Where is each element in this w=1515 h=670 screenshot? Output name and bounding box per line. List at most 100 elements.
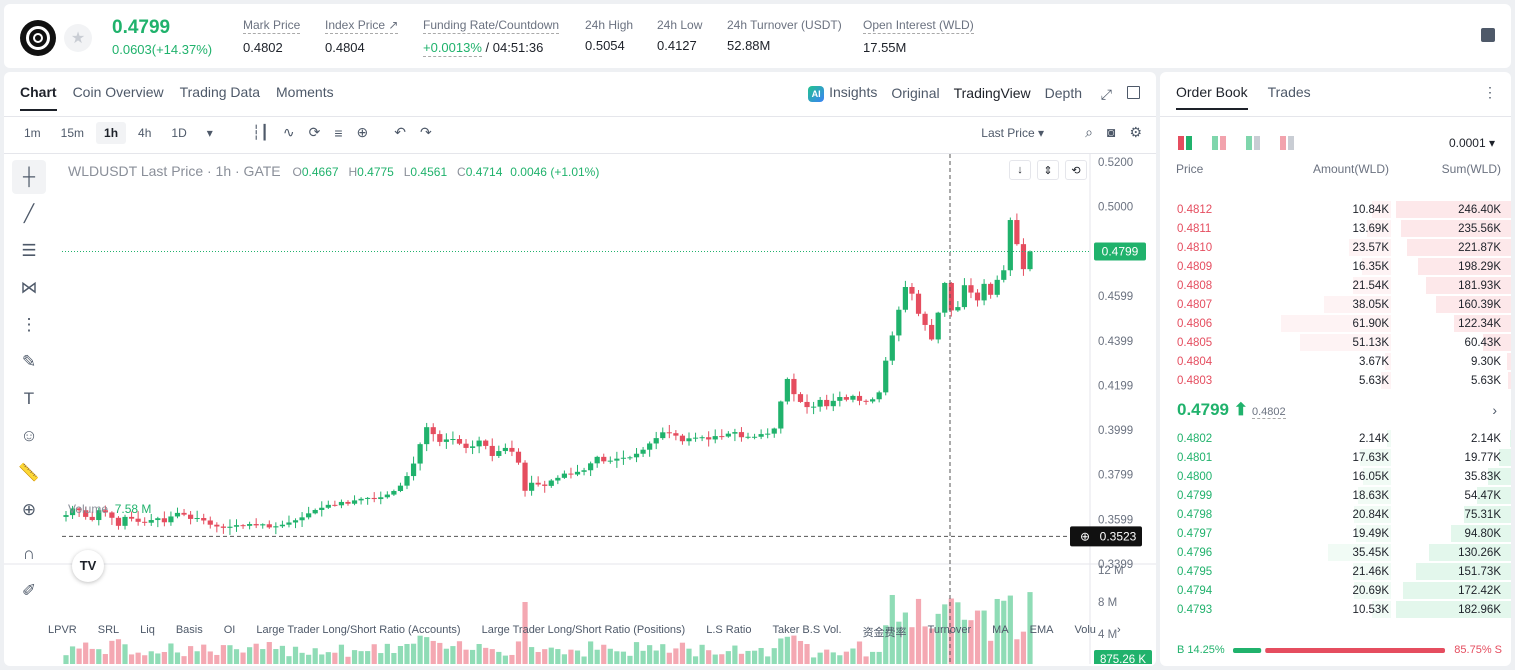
indicator-8[interactable]: Taker B.S Vol. — [772, 624, 842, 636]
indicator-7[interactable]: L.S Ratio — [706, 624, 752, 636]
bids-row[interactable]: 0.4793 10.53K 182.96K — [1160, 600, 1511, 619]
horizontal-lines-icon[interactable]: ☰ — [21, 241, 37, 260]
tab-tradingview[interactable]: TradingView — [953, 85, 1031, 101]
expand-icon[interactable]: ⤢ — [1100, 86, 1112, 102]
view-mixed-icon[interactable] — [1212, 136, 1226, 150]
asks-row[interactable]: 0.4804 3.67K 9.30K — [1160, 352, 1511, 371]
add-indicator-icon[interactable]: ⊕ — [356, 124, 369, 140]
indicator-6[interactable]: Large Trader Long/Short Ratio (Positions… — [481, 624, 686, 636]
tab-moments[interactable]: Moments — [276, 84, 334, 100]
book-icon[interactable] — [1481, 28, 1495, 42]
volume-tag — [1094, 650, 1152, 664]
bids-row[interactable]: 0.4799 18.63K 54.47K — [1160, 486, 1511, 505]
more-icon[interactable]: ⋮ — [1483, 84, 1497, 100]
asks-row[interactable]: 0.4809 16.35K 198.29K — [1160, 257, 1511, 276]
volume-bar — [515, 641, 522, 664]
indicator-1[interactable]: SRL — [97, 624, 120, 636]
last-price: 0.4799 — [112, 17, 171, 38]
brush-icon[interactable]: ✎ — [21, 352, 37, 371]
pencil-lock-icon[interactable]: ✐ — [21, 581, 37, 600]
zoom-in-icon[interactable]: ⊕ — [21, 500, 37, 519]
tab-chart[interactable]: Chart — [20, 84, 57, 111]
bids-row[interactable]: 0.4797 19.49K 94.80K — [1160, 524, 1511, 543]
bids-row[interactable]: 0.4801 17.63K 19.77K — [1160, 448, 1511, 467]
interval-15m[interactable]: 15m — [60, 126, 85, 140]
fib-icon[interactable]: ⋮ — [20, 315, 38, 334]
tab-trades[interactable]: Trades — [1267, 84, 1311, 100]
view-bids-icon[interactable] — [1246, 136, 1260, 150]
view-both-icon[interactable] — [1178, 136, 1192, 150]
interval-4h[interactable]: 4h — [138, 126, 152, 140]
gear-icon[interactable]: ⚙ — [1129, 124, 1142, 140]
price-type-select[interactable]: Last Price ▾ — [981, 126, 1044, 140]
volume-bar — [69, 646, 76, 664]
indicator-9[interactable]: 资金费率 — [862, 627, 907, 639]
asks-row[interactable]: 0.4810 23.57K 221.87K — [1160, 238, 1511, 257]
magnet-icon[interactable]: ∩ — [22, 544, 36, 563]
indicator-0[interactable]: LPVR — [48, 624, 77, 636]
asks-row[interactable]: 0.4811 13.69K 235.56K — [1160, 219, 1511, 238]
tab-original[interactable]: Original — [891, 85, 940, 101]
asks-row[interactable]: 0.4803 5.63K 5.63K — [1160, 371, 1511, 390]
bids-row[interactable]: 0.4796 35.45K 130.26K — [1160, 543, 1511, 562]
indicator-5[interactable]: Large Trader Long/Short Ratio (Accounts) — [256, 624, 461, 636]
interval-1d[interactable]: 1D — [171, 126, 187, 140]
indicator-10[interactable]: Turnover — [927, 624, 972, 636]
chevron-down-icon[interactable]: ▾ — [206, 126, 213, 140]
chevron-right-icon[interactable]: › — [1116, 624, 1121, 636]
bids-row[interactable]: 0.4800 16.05K 35.83K — [1160, 467, 1511, 486]
redo-icon[interactable]: ↷ — [419, 124, 432, 140]
collapse-icon[interactable]: ⇕ — [1037, 160, 1059, 180]
y-tick-label: 0.4599 — [1098, 291, 1133, 303]
ruler-icon[interactable]: 📏 — [18, 463, 40, 482]
arrow-down-icon[interactable]: ↓ — [1009, 160, 1031, 180]
bids-row[interactable]: 0.4798 20.84K 75.31K — [1160, 505, 1511, 524]
crosshair-icon[interactable]: ┼ — [12, 160, 46, 194]
indicator-3[interactable]: Basis — [175, 624, 203, 636]
price-chart[interactable]: 0.5200 0.5000 0.4599 0.4399 0.4199 0.3999 0.37… — [4, 154, 1156, 664]
view-asks-icon[interactable] — [1280, 136, 1294, 150]
asks-row[interactable]: 0.4807 38.05K 160.39K — [1160, 295, 1511, 314]
asks-row[interactable]: 0.4812 10.84K 246.40K — [1160, 200, 1511, 219]
stat-open-interest: Open Interest (WLD) 17.55M — [863, 18, 974, 55]
search-icon[interactable]: ⌕ — [1085, 124, 1093, 140]
bids-row[interactable]: 0.4794 20.69K 172.42K — [1160, 581, 1511, 600]
template-icon[interactable]: ≡ — [334, 124, 343, 141]
candle-type-icon[interactable]: ┆┃ — [252, 124, 269, 140]
text-icon[interactable]: T — [23, 389, 35, 408]
ai-icon: AI — [808, 86, 825, 102]
tradingview-logo-icon[interactable]: TV — [72, 550, 104, 582]
fullscreen-icon[interactable] — [1127, 86, 1140, 99]
volume-bar — [771, 648, 777, 664]
favorite-star-icon[interactable]: ★ — [64, 24, 92, 52]
interval-1h[interactable]: 1h — [96, 122, 127, 144]
tab-coin-overview[interactable]: Coin Overview — [72, 84, 164, 100]
indicator-12[interactable]: EMA — [1029, 624, 1054, 636]
camera-icon[interactable]: ◙ — [1106, 124, 1116, 140]
candle-body — [227, 526, 233, 528]
indicator-4[interactable]: OI — [223, 624, 236, 636]
asks-row[interactable]: 0.4808 21.54K 181.93K — [1160, 276, 1511, 295]
trendline-icon[interactable]: ╱ — [23, 204, 35, 223]
emoji-icon[interactable]: ☺ — [20, 426, 38, 445]
asks-row[interactable]: 0.4805 51.13K 60.43K — [1160, 333, 1511, 352]
tab-insights[interactable]: AI Insights — [808, 84, 877, 102]
bids-row[interactable]: 0.4795 21.46K 151.73K — [1160, 562, 1511, 581]
pattern-icon[interactable]: ⋈ — [20, 278, 38, 297]
y-tick-label: 0.3399 — [1098, 559, 1133, 571]
indicator-11[interactable]: MA — [992, 624, 1009, 636]
interval-1m[interactable]: 1m — [24, 126, 41, 140]
indicators-icon[interactable]: ∿ — [282, 124, 295, 140]
tab-trading-data[interactable]: Trading Data — [179, 84, 261, 100]
bids-row[interactable]: 0.4802 2.14K 2.14K — [1160, 429, 1511, 448]
tab-order-book[interactable]: Order Book — [1176, 84, 1248, 110]
compare-icon[interactable]: ⟳ — [308, 124, 321, 140]
indicator-2[interactable]: Liq — [140, 624, 155, 636]
chevron-right-icon[interactable]: › — [1492, 402, 1497, 418]
undo-icon[interactable]: ↶ — [394, 124, 406, 140]
precision-select[interactable]: 0.0001 ▾ — [1448, 136, 1495, 150]
tab-depth[interactable]: Depth — [1044, 85, 1082, 101]
asks-row[interactable]: 0.4806 61.90K 122.34K — [1160, 314, 1511, 333]
indicator-13[interactable]: Volu — [1074, 624, 1096, 636]
refresh-icon[interactable]: ⟲ — [1065, 160, 1087, 180]
